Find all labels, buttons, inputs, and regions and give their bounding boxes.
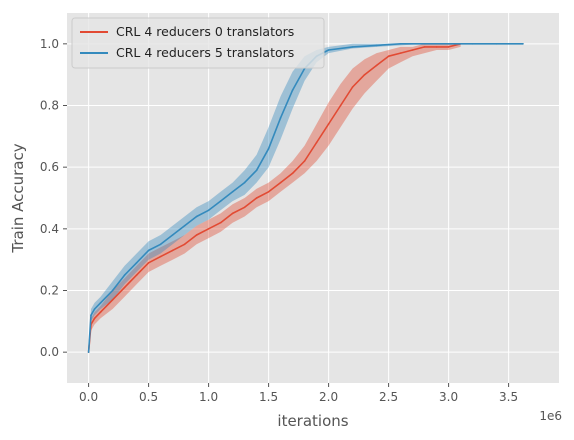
y-tick-label: 0.4 bbox=[40, 222, 59, 236]
series-0-translators-point bbox=[423, 46, 426, 48]
legend-label: CRL 4 reducers 0 translators bbox=[116, 24, 294, 39]
series-0-translators-point bbox=[279, 181, 282, 184]
series-5-translators-point bbox=[111, 289, 114, 292]
series-0-translators-point bbox=[399, 52, 402, 54]
series-0-translators-point bbox=[447, 46, 450, 48]
y-tick-label: 0.0 bbox=[40, 345, 59, 359]
y-tick-label: 0.2 bbox=[40, 284, 59, 298]
series-5-translators-point bbox=[207, 209, 210, 212]
series-0-translators-point bbox=[411, 49, 414, 51]
x-tick-label: 0.5 bbox=[139, 390, 158, 404]
series-5-translators-point bbox=[291, 89, 294, 91]
series-5-translators-point bbox=[171, 234, 174, 236]
legend-label: CRL 4 reducers 5 translators bbox=[116, 45, 294, 60]
series-5-translators-point bbox=[447, 43, 450, 45]
series-0-translators-point bbox=[231, 212, 234, 215]
x-axis-offset-label: 1e6 bbox=[539, 409, 562, 423]
x-axis-label: iterations bbox=[277, 412, 348, 430]
legend-box bbox=[71, 17, 325, 69]
series-0-translators-point bbox=[303, 160, 306, 162]
series-0-translators-point bbox=[351, 86, 354, 88]
series-0-translators-point bbox=[363, 73, 366, 76]
x-tick-label: 2.0 bbox=[319, 390, 338, 404]
series-5-translators-point bbox=[522, 43, 524, 45]
x-tick-label: 3.5 bbox=[499, 390, 518, 404]
x-tick-label: 2.5 bbox=[379, 390, 398, 404]
series-0-translators-point bbox=[147, 262, 150, 264]
series-5-translators-point bbox=[90, 314, 92, 317]
series-0-translators-point bbox=[183, 243, 186, 246]
y-tick-label: 0.6 bbox=[40, 160, 59, 174]
series-0-translators-point bbox=[219, 221, 222, 224]
series-0-translators-point bbox=[195, 234, 198, 236]
series-5-translators-point bbox=[495, 43, 498, 45]
series-0-translators-point bbox=[93, 317, 96, 320]
series-5-translators-point bbox=[93, 308, 96, 310]
series-0-translators-point bbox=[291, 172, 294, 175]
y-tick-label: 0.8 bbox=[40, 99, 59, 113]
series-5-translators-point bbox=[183, 225, 186, 227]
series-0-translators-point bbox=[111, 299, 114, 301]
legend: CRL 4 reducers 0 translators CRL 4 reduce… bbox=[71, 17, 325, 69]
series-5-translators-point bbox=[147, 249, 150, 252]
series-0-translators-point bbox=[243, 206, 246, 209]
series-0-translators-point bbox=[327, 123, 330, 125]
x-tick-label: 1.5 bbox=[259, 390, 278, 404]
series-0-translators-point bbox=[387, 55, 390, 57]
y-tick-label: 1.0 bbox=[40, 37, 59, 51]
series-5-translators-point bbox=[159, 243, 162, 246]
series-0-translators-point bbox=[207, 228, 210, 230]
series-5-translators-point bbox=[423, 43, 426, 45]
series-5-translators-point bbox=[195, 215, 198, 218]
series-5-translators-point bbox=[123, 274, 126, 276]
series-0-translators-point bbox=[339, 104, 342, 107]
series-5-translators-point bbox=[243, 181, 246, 184]
series-5-translators-point bbox=[255, 169, 258, 172]
series-5-translators-point bbox=[399, 43, 402, 45]
series-0-translators-line bbox=[87, 43, 461, 353]
series-0-translators-point bbox=[99, 311, 102, 313]
series-0-translators-point bbox=[255, 197, 258, 199]
series-0-translators-point bbox=[171, 249, 174, 252]
x-tick-label: 0.0 bbox=[79, 390, 98, 404]
series-0-translators-point bbox=[159, 255, 162, 258]
y-axis-label: Train Accuracy bbox=[9, 143, 27, 253]
series-5-translators-point bbox=[375, 44, 378, 47]
series-0-translators-point bbox=[375, 64, 378, 67]
series-0-translators-point bbox=[267, 191, 270, 193]
series-lines bbox=[87, 42, 524, 354]
y-axis-ticks: 0.0 0.2 0.4 0.6 0.8 1.0 bbox=[40, 37, 67, 359]
series-5-translators-point bbox=[87, 351, 90, 354]
series-5-translators-point bbox=[279, 117, 282, 119]
grid bbox=[67, 13, 559, 383]
series-5-translators-point bbox=[327, 49, 330, 51]
series-5-translators-point bbox=[471, 43, 474, 45]
x-tick-label: 3.0 bbox=[439, 390, 458, 404]
series-5-translators-point bbox=[135, 262, 138, 264]
x-axis-ticks: 0.0 0.5 1.0 1.5 2.0 2.5 3.0 3.5 bbox=[79, 383, 518, 404]
series-0-translators-point bbox=[135, 274, 138, 276]
series-5-translators-point bbox=[99, 302, 102, 304]
series-5-translators-point bbox=[231, 191, 234, 193]
x-tick-label: 1.0 bbox=[199, 390, 218, 404]
series-5-translators-point bbox=[219, 200, 222, 202]
series-0-translators-point bbox=[315, 141, 318, 144]
series-0-translators-point bbox=[435, 46, 438, 48]
series-5-translators-point bbox=[267, 147, 270, 150]
series-5-translators-point bbox=[351, 46, 354, 48]
series-0-translators-point bbox=[123, 286, 126, 289]
